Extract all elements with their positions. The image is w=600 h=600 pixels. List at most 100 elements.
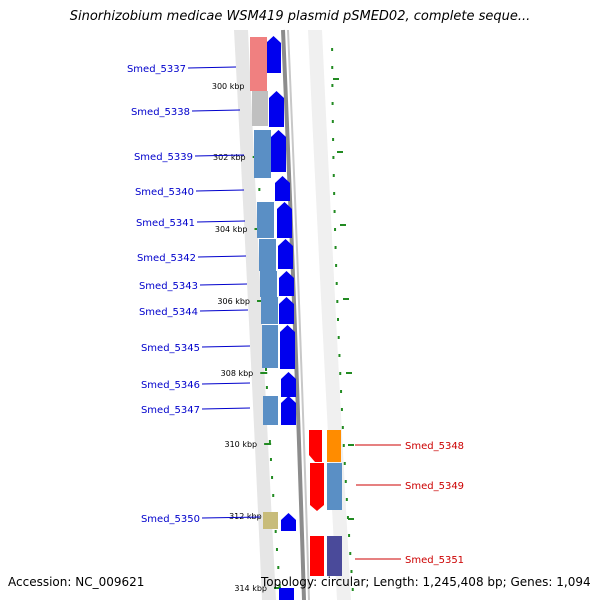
reverse-band <box>308 30 351 600</box>
gene-class-block <box>252 91 268 126</box>
minor-tick-right <box>332 138 335 141</box>
minor-tick-right <box>342 444 345 447</box>
minor-tick-right <box>341 426 344 429</box>
major-tick-right <box>333 78 339 80</box>
tick-label: 306 kbp <box>217 297 250 306</box>
minor-tick-right <box>332 156 335 159</box>
minor-tick-right <box>350 570 353 573</box>
minor-tick-left <box>278 584 281 587</box>
cds-forward-arrow <box>281 513 296 531</box>
minor-tick-right <box>331 66 334 69</box>
gene-label: Smed_5341 <box>136 218 195 229</box>
cds-forward-arrow <box>271 130 286 172</box>
minor-tick-right <box>332 174 335 177</box>
major-tick-right <box>340 224 346 226</box>
tick-label: 314 kbp <box>234 584 267 593</box>
minor-tick-right <box>340 408 343 411</box>
cds-forward-arrow <box>281 396 296 425</box>
minor-tick-left <box>274 530 277 533</box>
tick-label: 308 kbp <box>221 369 254 378</box>
minor-tick-left <box>271 476 274 479</box>
gene-label: Smed_5342 <box>137 253 196 264</box>
minor-tick-left <box>265 368 268 371</box>
backbone-outer <box>281 29 306 600</box>
gene-class-block <box>263 512 278 529</box>
gene-class-block <box>262 325 278 368</box>
gene-class-block <box>259 239 276 271</box>
minor-tick-right <box>331 84 334 87</box>
minor-tick-right <box>340 390 343 393</box>
gene-leader-line <box>201 516 261 519</box>
gene-leader-line <box>197 255 247 258</box>
minor-tick-left <box>275 548 278 551</box>
major-tick-right <box>337 151 343 153</box>
minor-tick-right <box>335 264 338 267</box>
forward-band <box>234 30 276 600</box>
cds-forward-arrow <box>269 91 284 127</box>
cds-forward-arrow <box>279 588 294 600</box>
minor-tick-right <box>333 210 336 213</box>
gene-leader-line <box>187 66 237 69</box>
minor-tick-left <box>272 494 275 497</box>
minor-tick-right <box>338 354 341 357</box>
gene-label: Smed_5344 <box>139 307 198 318</box>
cds-reverse-arrow <box>310 463 324 511</box>
gene-class-block <box>263 396 278 425</box>
gene-label: Smed_5343 <box>139 281 198 292</box>
cds-forward-arrow <box>280 325 295 369</box>
minor-tick-left <box>269 458 272 461</box>
major-tick-right <box>343 298 349 300</box>
gene-class-block <box>254 130 271 178</box>
gene-label: Smed_5340 <box>135 187 194 198</box>
minor-tick-right <box>331 48 334 51</box>
gene-leader-line <box>191 109 241 112</box>
cds-forward-arrow <box>277 202 292 238</box>
gene-leader-line <box>194 154 245 157</box>
minor-tick-right <box>337 336 340 339</box>
gene-class-block <box>327 463 342 510</box>
gene-label: Smed_5338 <box>131 107 190 118</box>
tick-label: 304 kbp <box>215 225 248 234</box>
map-title: Sinorhizobium medicae WSM419 plasmid pSM… <box>69 9 531 24</box>
gene-leader-line <box>201 345 251 348</box>
minor-tick-right <box>346 516 349 519</box>
gene-class-block <box>327 430 341 462</box>
major-tick-right <box>346 372 352 374</box>
gene-label: Smed_5350 <box>141 514 200 525</box>
tick-label: 310 kbp <box>225 440 258 449</box>
cds-reverse-arrow <box>310 536 324 576</box>
minor-tick-right <box>351 588 354 591</box>
minor-tick-right <box>336 318 339 321</box>
gene-leader-line <box>199 309 249 312</box>
minor-tick-right <box>333 192 336 195</box>
gene-label: Smed_5347 <box>141 405 200 416</box>
minor-tick-left <box>268 440 271 443</box>
gene-label: Smed_5351 <box>405 555 464 566</box>
minor-tick-right <box>343 462 346 465</box>
gene-class-block <box>260 271 277 297</box>
accession-text: Accession: NC_009621 <box>8 575 145 589</box>
minor-tick-right <box>349 552 352 555</box>
gene-class-block <box>327 536 342 576</box>
minor-tick-right <box>331 120 334 123</box>
gene-label: Smed_5339 <box>134 152 193 163</box>
major-tick-right <box>348 518 354 520</box>
cds-forward-arrow <box>279 271 294 296</box>
cds-reverse-arrow <box>309 430 322 462</box>
minor-tick-left <box>265 386 268 389</box>
gene-leader-line <box>201 382 251 385</box>
tick-label: 302 kbp <box>213 153 246 162</box>
cds-forward-arrow <box>278 239 293 269</box>
gene-label: Smed_5345 <box>141 343 200 354</box>
minor-tick-right <box>345 498 348 501</box>
minor-tick-right <box>336 300 339 303</box>
tick-label: 312 kbp <box>229 512 262 521</box>
cds-forward-arrow <box>266 36 281 73</box>
gene-label: Smed_5337 <box>127 64 186 75</box>
minor-tick-right <box>331 102 334 105</box>
cds-forward-arrow <box>281 372 296 397</box>
backbone-inner <box>287 29 310 600</box>
tick-label: 300 kbp <box>212 82 245 91</box>
minor-tick-left <box>277 566 280 569</box>
